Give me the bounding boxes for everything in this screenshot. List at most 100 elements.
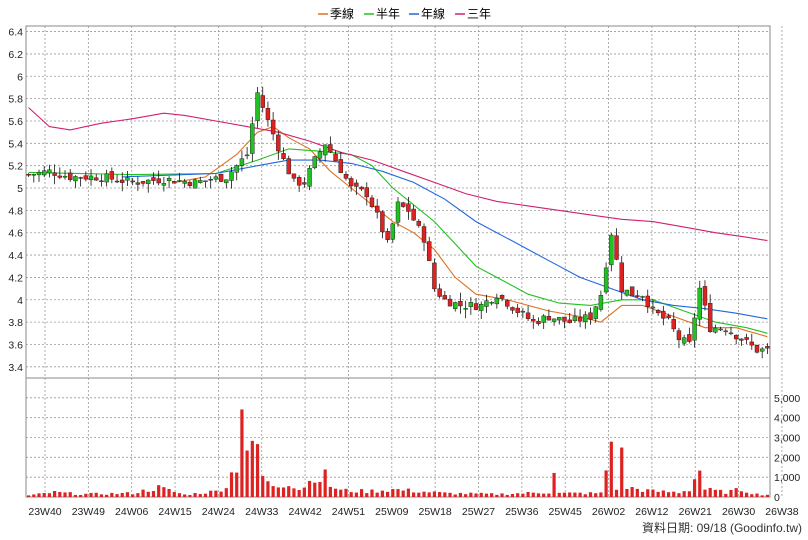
- candle-body: [463, 308, 468, 310]
- candle-body: [395, 201, 401, 223]
- legend: 季線 半年 年線 三年: [318, 6, 491, 21]
- volume-bar: [84, 493, 88, 497]
- grid: [26, 26, 783, 497]
- candle-body: [166, 178, 172, 182]
- volume-bar: [323, 469, 327, 497]
- x-tick-label: 26W30: [722, 506, 755, 518]
- candle-body: [484, 300, 489, 307]
- volume-bar: [47, 493, 52, 497]
- volume-bar: [339, 489, 343, 497]
- candle-body: [661, 310, 666, 319]
- price-tick-label: 4.6: [8, 228, 23, 240]
- volume-bar: [157, 485, 161, 497]
- volume-bar: [73, 494, 78, 497]
- volume-bar: [198, 494, 202, 497]
- volume-bar: [380, 490, 384, 497]
- volume-tick-label: 5,000: [774, 393, 800, 405]
- volume-bar: [328, 486, 332, 497]
- candle-body: [369, 197, 375, 207]
- volume-bar: [698, 470, 702, 497]
- candle-body: [401, 202, 406, 207]
- price-tick-label: 5.2: [8, 161, 23, 173]
- candle-body: [739, 338, 744, 341]
- candle-body: [536, 320, 541, 324]
- volume-bar: [219, 491, 223, 497]
- volume-bar: [661, 490, 665, 497]
- candle-body: [479, 303, 484, 311]
- x-tick-label: 25W45: [549, 506, 582, 518]
- data-date-footer: 資料日期: 09/18 (Goodinfo.tw): [642, 521, 802, 535]
- candle-body: [338, 159, 343, 173]
- candle-body: [577, 317, 583, 322]
- candle-body: [73, 176, 78, 182]
- candle-body: [322, 144, 328, 156]
- volume-bar: [94, 492, 98, 497]
- volume-bar: [432, 491, 437, 497]
- candle-body: [260, 95, 265, 108]
- volume-bar: [276, 487, 280, 497]
- price-tick-label: 3.8: [8, 317, 23, 329]
- volume-bar: [120, 492, 124, 497]
- candle-body: [593, 306, 598, 319]
- volume-bar: [146, 491, 150, 497]
- price-tick-label: 5.8: [8, 94, 23, 106]
- volume-bar: [89, 492, 93, 497]
- volume-bar: [224, 488, 228, 497]
- volume-bar: [193, 493, 197, 497]
- volume-bar: [412, 492, 416, 497]
- candle-body: [187, 182, 193, 186]
- volume-bar: [640, 491, 645, 497]
- candle-body: [307, 168, 312, 187]
- volume-bar: [453, 494, 457, 497]
- volume-bar: [682, 491, 686, 497]
- candle-body: [744, 337, 749, 340]
- volume-bar: [724, 493, 728, 497]
- x-tick-label: 23W49: [72, 506, 105, 518]
- candle-body: [364, 187, 369, 198]
- candle-body: [88, 175, 94, 181]
- volume-bar: [406, 488, 411, 497]
- candle-body: [156, 178, 161, 184]
- candle-body: [182, 181, 187, 184]
- candle-body: [572, 316, 578, 321]
- candle-body: [161, 183, 167, 186]
- candle-body: [250, 123, 255, 154]
- candle-body: [120, 179, 125, 183]
- volume-bar: [677, 493, 681, 497]
- x-tick-label: 26W02: [592, 506, 625, 518]
- candle-body: [31, 174, 37, 176]
- candle-body: [270, 119, 276, 135]
- volume-bar: [32, 494, 36, 497]
- volume-bar: [63, 492, 67, 497]
- candle-body: [525, 312, 531, 319]
- volume-bar: [495, 494, 499, 497]
- volume-bar: [177, 493, 182, 497]
- price-tick-label: 3.6: [8, 339, 23, 351]
- candle-body: [255, 92, 260, 121]
- volume-bar: [734, 488, 738, 497]
- candle-body: [291, 173, 297, 179]
- price-tick-label: 6.4: [8, 27, 23, 39]
- x-tick-label: 24W33: [245, 506, 278, 518]
- candle-body: [458, 301, 463, 307]
- volume-bar: [365, 493, 369, 497]
- candle-body: [281, 153, 286, 159]
- x-tick-label: 26W21: [679, 506, 712, 518]
- volume-bar: [588, 492, 593, 497]
- legend-label-half-year: 半年: [376, 7, 400, 21]
- price-tick-label: 6: [17, 71, 23, 83]
- volume-bar: [703, 489, 707, 497]
- volume-bar: [708, 487, 712, 497]
- volume-bar: [573, 492, 577, 497]
- volume-bar: [635, 488, 639, 497]
- volume-bar: [162, 487, 166, 497]
- volume-bar: [583, 494, 587, 497]
- candle-body: [146, 179, 151, 185]
- volume-bar: [240, 409, 244, 497]
- volume-bar: [110, 492, 114, 497]
- volume-bar: [53, 490, 57, 497]
- candle-body: [499, 294, 505, 299]
- candle-body: [494, 297, 500, 305]
- volume-bar: [209, 490, 213, 497]
- candle-body: [99, 180, 104, 182]
